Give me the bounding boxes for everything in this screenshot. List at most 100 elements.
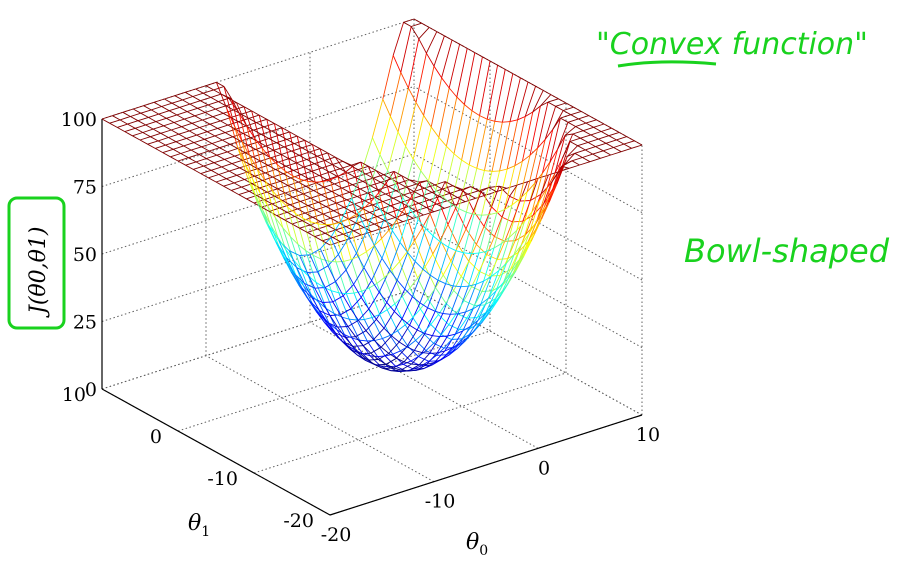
mesh-line (432, 335, 441, 338)
mesh-line (143, 101, 155, 107)
mesh-line (357, 354, 366, 361)
mesh-line (380, 346, 390, 354)
mesh-line (210, 97, 219, 102)
mesh-line (348, 215, 360, 238)
mesh-line (491, 275, 501, 292)
mesh-line (186, 134, 197, 139)
mesh-line (400, 26, 412, 73)
mesh-line (490, 270, 500, 277)
mesh-line (355, 208, 364, 215)
mesh-line (433, 65, 442, 79)
mesh-line (516, 191, 528, 231)
mesh-line (369, 212, 378, 217)
mesh-line (403, 361, 412, 365)
mesh-line (526, 147, 539, 192)
mesh-line (201, 143, 213, 148)
mesh-line (430, 126, 440, 138)
mesh-line (260, 157, 271, 162)
mesh-line (209, 147, 220, 152)
mesh-line (233, 109, 242, 115)
mesh-line (198, 150, 210, 155)
mesh-line (132, 135, 141, 141)
mesh-line (200, 169, 212, 175)
mesh-line (280, 154, 290, 160)
mesh-line (515, 256, 524, 271)
mesh-line (222, 112, 232, 118)
mesh-line (275, 241, 285, 258)
mesh-line (383, 368, 391, 372)
mesh-line (465, 197, 476, 203)
mesh-line (239, 167, 248, 173)
mesh-line (267, 205, 276, 218)
mesh-line (469, 164, 477, 169)
mesh-line (315, 281, 324, 288)
mesh-line (366, 203, 378, 232)
mesh-line (534, 172, 543, 184)
mesh-line (385, 193, 394, 199)
mesh-line (246, 198, 255, 204)
mesh-line (241, 141, 253, 179)
mesh-line (397, 330, 409, 347)
mesh-line (150, 109, 160, 115)
mesh-line (338, 237, 350, 255)
mesh-line (312, 216, 321, 222)
mesh-line (361, 291, 373, 318)
mesh-line (188, 157, 197, 163)
mesh-line (434, 283, 447, 312)
mesh-line (550, 94, 559, 100)
mesh-line (280, 250, 289, 265)
mesh-line (198, 153, 207, 159)
mesh-line (321, 164, 333, 169)
mesh-line (294, 139, 305, 145)
mesh-line (368, 283, 378, 289)
mesh-line (319, 248, 329, 266)
mesh-line (337, 326, 349, 328)
mesh-line (432, 239, 441, 255)
mesh-line (305, 185, 314, 191)
mesh-line (427, 287, 436, 300)
mesh-line (234, 155, 243, 161)
mesh-line (130, 116, 139, 122)
mesh-line (388, 186, 397, 192)
mesh-line (339, 165, 351, 170)
mesh-line (478, 250, 487, 254)
mesh-line (206, 158, 215, 164)
mesh-line (326, 175, 338, 181)
mesh-line (389, 335, 401, 352)
mesh-line (412, 308, 421, 318)
mesh-line (157, 140, 166, 146)
mesh-line (173, 122, 182, 128)
z-tick-label: 100 (61, 109, 97, 131)
mesh-line (370, 185, 379, 191)
mesh-line (300, 201, 309, 206)
mesh-line (275, 169, 284, 175)
mesh-line (164, 95, 175, 100)
mesh-line (376, 203, 386, 218)
mesh-line (333, 313, 342, 318)
mesh-line (245, 148, 256, 154)
mesh-line (242, 133, 252, 139)
mesh-line (570, 114, 579, 120)
mesh-line (460, 285, 469, 288)
mesh-line (380, 178, 392, 183)
mesh-line (461, 159, 470, 166)
mesh-line (541, 202, 550, 220)
mesh-line (393, 367, 402, 371)
mesh-line (417, 219, 426, 229)
mesh-line (375, 364, 384, 369)
mesh-line (306, 159, 315, 165)
mesh-line (212, 112, 224, 118)
mesh-line (279, 131, 290, 136)
mesh-line (256, 168, 269, 207)
mesh-line (357, 169, 366, 175)
mesh-line (529, 178, 539, 201)
mesh-line (406, 186, 415, 192)
mesh-line (174, 91, 186, 97)
mesh-line (419, 302, 428, 309)
mesh-line (207, 104, 216, 110)
mesh-line (439, 224, 449, 241)
mesh-line (388, 341, 400, 354)
mesh-line (387, 212, 396, 218)
mesh-line (318, 201, 327, 207)
mesh-line (186, 138, 195, 143)
